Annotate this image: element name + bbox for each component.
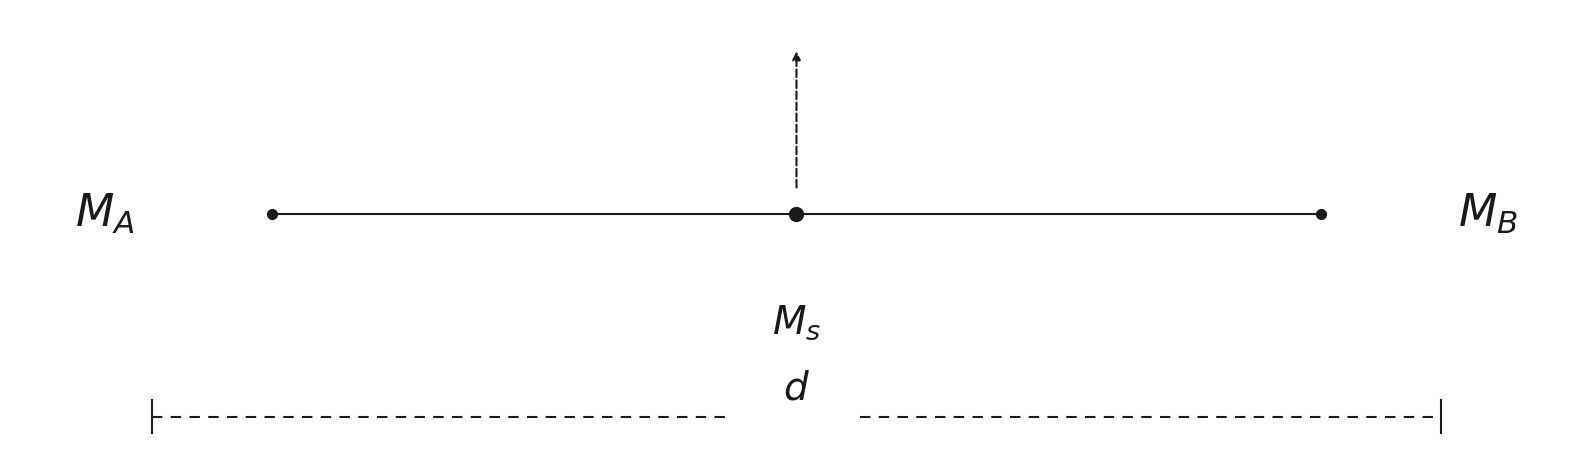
Text: $M_A$: $M_A$ [75, 192, 134, 236]
Text: $M_B$: $M_B$ [1458, 192, 1518, 236]
Text: $d$: $d$ [784, 370, 809, 407]
Text: $M_s$: $M_s$ [773, 303, 820, 342]
